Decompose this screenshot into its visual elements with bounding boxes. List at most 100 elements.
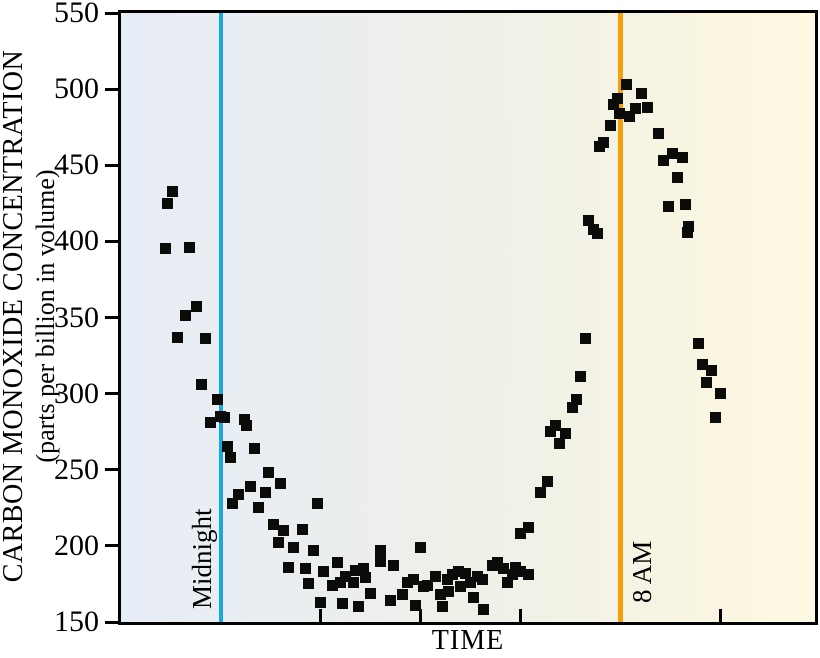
data-point [184,241,196,253]
data-point [375,555,387,567]
data-point [388,560,400,572]
data-point [464,576,476,588]
data-point [162,197,174,209]
data-point [350,564,362,576]
data-point [566,401,578,413]
y-tick-label: 200 [54,528,99,562]
y-tick-label: 550 [54,0,99,29]
data-point [700,377,712,389]
data-point [410,599,422,611]
data-point [579,333,591,345]
y-tick [105,239,118,243]
data-point [570,394,582,406]
data-point [666,147,678,159]
data-point [696,359,708,371]
reference-line-midnight [218,13,223,622]
data-point [522,569,534,581]
data-point [315,596,327,608]
data-point [514,566,526,578]
data-point [415,541,427,553]
data-point [225,452,237,464]
data-point [268,519,280,531]
data-point [365,587,377,599]
data-point [613,107,625,119]
data-point [239,414,251,425]
y-tick-label: 500 [54,72,99,106]
data-point [233,488,245,500]
x-axis-title: TIME [431,625,505,656]
data-point [335,576,347,588]
data-point [332,557,344,569]
data-point [408,573,420,585]
data-point [455,581,466,593]
data-point [620,79,632,91]
y-tick [105,163,118,167]
x-tick [518,609,522,622]
y-tick-label: 400 [54,224,99,258]
data-point [597,136,609,148]
y-tick [105,620,118,624]
data-point [348,576,360,588]
data-point [671,171,683,183]
y-tick-label: 300 [54,376,99,410]
data-point [212,394,224,406]
reference-line-label-8-am: 8 AM [627,540,658,603]
data-point [437,601,449,613]
y-tick [105,392,118,396]
data-point [435,589,447,601]
data-point [375,544,387,556]
data-point [327,579,339,591]
data-point [430,570,442,582]
data-point [303,578,315,590]
data-point [679,199,691,211]
data-point [443,586,455,598]
x-tick [319,609,323,622]
data-point [611,92,623,104]
data-point [227,497,239,509]
data-point [172,331,184,343]
data-point [160,243,172,255]
data-point [652,127,664,139]
data-point [196,378,208,390]
data-point [200,333,212,345]
data-point [714,388,726,400]
data-point [709,412,721,424]
x-tick [718,609,722,622]
data-point [191,301,203,313]
data-point [337,598,349,610]
data-point [180,310,192,322]
data-point [360,572,372,584]
reference-line-label-midnight: Midnight [186,508,217,609]
data-point [167,185,179,197]
data-point [607,98,619,110]
data-point [397,589,409,601]
data-point [453,566,464,578]
data-point [283,561,295,573]
data-point [245,480,257,492]
data-point [623,111,635,123]
x-tick [419,609,423,622]
data-point [477,604,489,616]
y-tick-label: 250 [54,452,99,486]
y-tick [105,11,118,15]
y-tick [105,544,118,548]
data-point [340,570,352,582]
data-point [308,544,320,556]
data-point [549,420,561,432]
data-point [222,441,234,453]
reference-line-8-am [617,13,623,622]
data-point [662,200,674,212]
data-point [591,228,603,240]
data-point [205,417,217,429]
data-point [278,525,290,537]
data-point [657,155,669,167]
data-point [682,220,694,232]
data-point [641,101,653,113]
data-point [544,426,556,438]
data-point [497,563,509,575]
data-point [318,566,330,578]
data-point [385,595,397,607]
data-point [681,226,693,238]
data-point [541,476,553,488]
